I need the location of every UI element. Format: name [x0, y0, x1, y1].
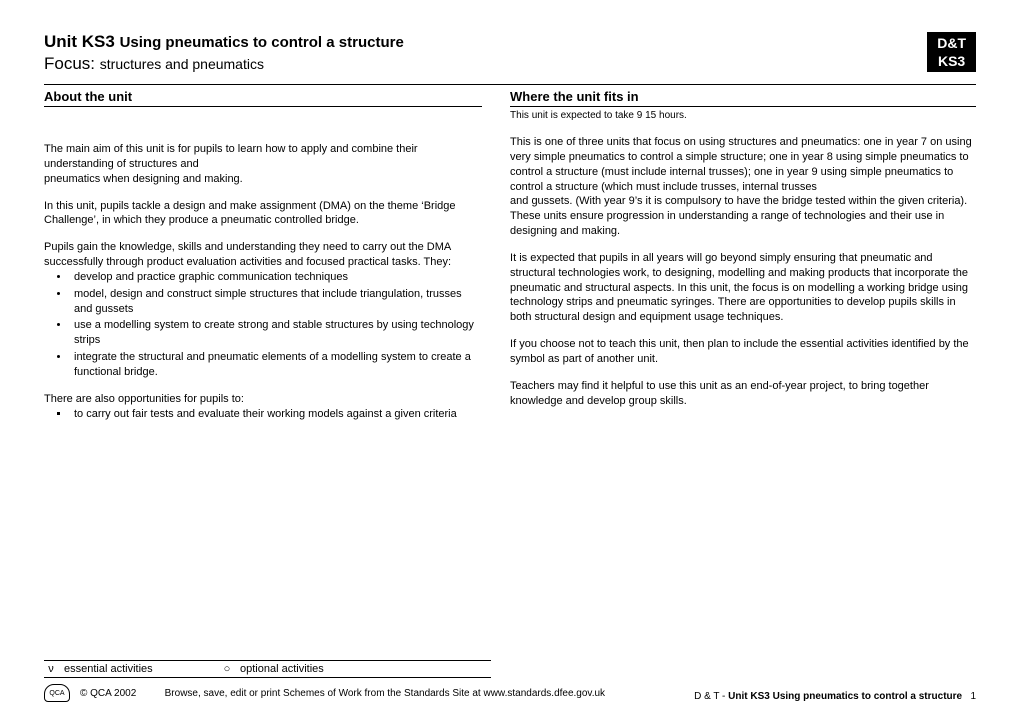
about-squares: to carry out fair tests and evaluate the…	[44, 407, 482, 422]
focus-text: structures and pneumatics	[100, 56, 264, 72]
footer-left: QCA © QCA 2002 Browse, save, edit or pri…	[44, 684, 605, 702]
fits-para2: It is expected that pupils in all years …	[510, 251, 976, 325]
bullet-item: use a modelling system to create strong …	[70, 318, 482, 348]
about-para2: In this unit, pupils tackle a design and…	[44, 199, 482, 229]
right-column: Where the unit fits in This unit is expe…	[510, 89, 976, 422]
badge-line2: KS3	[937, 52, 966, 70]
footer-right-prefix: D & T -	[694, 691, 728, 702]
fits-para1: This is one of three units that focus on…	[510, 135, 976, 194]
title-block: Unit KS3 Using pneumatics to control a s…	[44, 32, 927, 74]
header-rule	[44, 84, 976, 85]
left-column: About the unit The main aim of this unit…	[44, 89, 482, 422]
about-heading: About the unit	[44, 89, 482, 107]
essential-label: essential activities	[64, 663, 214, 675]
fits-para4: Teachers may find it helpful to use this…	[510, 379, 976, 409]
bullet-item: develop and practice graphic communicati…	[70, 270, 482, 285]
focus-line: Focus: structures and pneumatics	[44, 54, 927, 74]
unit-title: Using pneumatics to control a structure	[120, 34, 404, 51]
footer-line: QCA © QCA 2002 Browse, save, edit or pri…	[44, 684, 976, 702]
focus-prefix: Focus:	[44, 54, 95, 73]
footer: ν essential activities ○ optional activi…	[44, 660, 976, 702]
bullet-item: model, design and construct simple struc…	[70, 287, 482, 317]
qca-logo-text: QCA	[49, 690, 64, 697]
copyright-text: © QCA 2002	[80, 688, 136, 699]
legend-row: ν essential activities ○ optional activi…	[44, 663, 491, 678]
qca-logo-icon: QCA	[44, 684, 70, 702]
unit-title-line: Unit KS3 Using pneumatics to control a s…	[44, 32, 927, 52]
unit-prefix: Unit KS3	[44, 32, 115, 51]
spacer	[44, 110, 482, 142]
legend-top-rule	[44, 660, 491, 661]
duration-note: This unit is expected to take 9 15 hours…	[510, 110, 976, 121]
badge-line1: D&T	[937, 34, 966, 52]
fits-heading: Where the unit fits in	[510, 89, 976, 107]
about-para1a: The main aim of this unit is for pupils …	[44, 142, 482, 172]
header: Unit KS3 Using pneumatics to control a s…	[44, 32, 976, 74]
columns: About the unit The main aim of this unit…	[44, 89, 976, 422]
essential-symbol: ν	[44, 663, 58, 675]
optional-symbol: ○	[220, 663, 234, 675]
page-number: 1	[970, 691, 976, 702]
footer-right-bold: Unit KS3 Using pneumatics to control a s…	[728, 691, 962, 702]
browse-text: Browse, save, edit or print Schemes of W…	[165, 688, 605, 699]
about-para3: Pupils gain the knowledge, skills and un…	[44, 240, 482, 270]
bullet-item: integrate the structural and pneumatic e…	[70, 350, 482, 380]
footer-right: D & T - Unit KS3 Using pneumatics to con…	[694, 691, 976, 702]
about-para1b: pneumatics when designing and making.	[44, 172, 482, 187]
square-item: to carry out fair tests and evaluate the…	[70, 407, 482, 422]
fits-para1b: and gussets. (With year 9’s it is compul…	[510, 194, 976, 239]
subject-badge: D&T KS3	[927, 32, 976, 72]
about-bullets: develop and practice graphic communicati…	[44, 270, 482, 380]
about-para4: There are also opportunities for pupils …	[44, 392, 482, 407]
fits-para3: If you choose not to teach this unit, th…	[510, 337, 976, 367]
optional-label: optional activities	[240, 663, 324, 675]
